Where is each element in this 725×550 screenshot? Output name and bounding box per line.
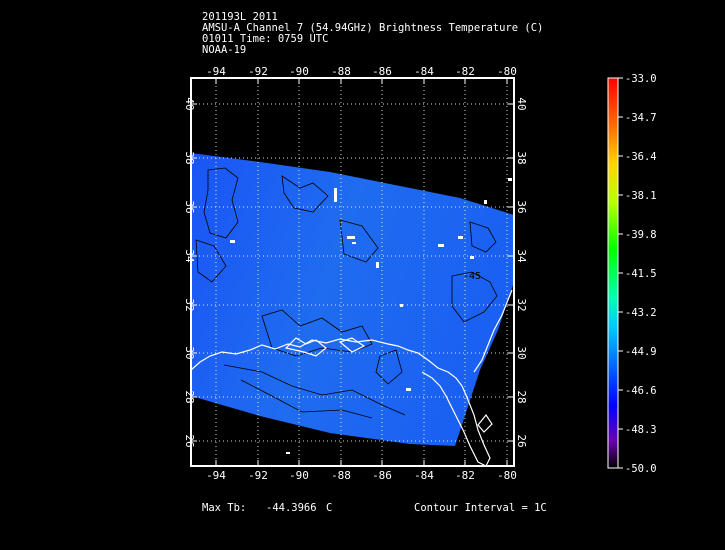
lon-label: -80 <box>497 469 517 482</box>
lat-labels-right: 40 38 36 34 32 30 28 26 <box>515 97 528 447</box>
lat-label: 34 <box>183 249 196 263</box>
lat-label: 32 <box>183 298 196 311</box>
header-line-4: NOAA-19 <box>202 44 247 56</box>
contour-interval: Contour Interval = 1C <box>414 502 547 514</box>
lon-label: -86 <box>372 65 392 78</box>
lon-label: -94 <box>206 469 226 482</box>
lon-label: -94 <box>206 65 226 78</box>
map-frame <box>190 77 515 467</box>
lon-label: -82 <box>455 65 475 78</box>
lon-label: -86 <box>372 469 392 482</box>
lon-label: -80 <box>497 65 517 78</box>
lon-label: -88 <box>331 469 351 482</box>
contour-lines <box>195 167 498 419</box>
coastline <box>190 289 513 467</box>
lon-label: -84 <box>414 65 434 78</box>
tick-marks <box>191 78 514 466</box>
lat-label: 32 <box>515 298 528 311</box>
lakes-rivers <box>230 178 512 454</box>
lat-label: 34 <box>515 249 528 263</box>
header-line-3: 01011 Time: 0759 UTC <box>202 33 329 45</box>
lon-label: -84 <box>414 469 434 482</box>
lat-label: 40 <box>515 97 528 110</box>
lon-label: -88 <box>331 65 351 78</box>
lat-label: 40 <box>183 97 196 110</box>
satellite-swath <box>191 153 514 446</box>
lon-label: -92 <box>248 469 268 482</box>
header-line-1: 201193L 2011 <box>202 11 278 23</box>
max-tb-label: Max Tb: <box>202 502 247 514</box>
lat-label: 28 <box>183 390 196 403</box>
lon-label: -90 <box>289 65 309 78</box>
lat-label: 36 <box>515 200 528 213</box>
lat-label: 38 <box>515 151 528 164</box>
lat-label: 38 <box>183 151 196 164</box>
lat-label: 30 <box>515 346 528 359</box>
lon-labels-top: -94 -92 -90 -88 -86 -84 -82 -80 <box>206 65 517 78</box>
lat-label: 26 <box>183 434 196 447</box>
header-line-2: AMSU-A Channel 7 (54.94GHz) Brightness T… <box>202 22 544 34</box>
lon-label: -90 <box>289 469 309 482</box>
graticule <box>191 78 514 466</box>
max-tb-unit: C <box>326 502 333 514</box>
lat-label: 36 <box>183 200 196 213</box>
lat-label: 26 <box>515 434 528 447</box>
lat-labels-left: 40 38 36 34 32 30 28 26 <box>183 97 196 447</box>
max-tb-value: -44.3966 <box>266 502 317 514</box>
contour-label: -45 <box>463 271 481 282</box>
lon-label: -82 <box>455 469 475 482</box>
lat-label: 30 <box>183 346 196 359</box>
lat-label: 28 <box>515 390 528 403</box>
lon-labels-bottom: -94 -92 -90 -88 -86 -84 -82 -80 <box>206 469 517 482</box>
lon-label: -92 <box>248 65 268 78</box>
